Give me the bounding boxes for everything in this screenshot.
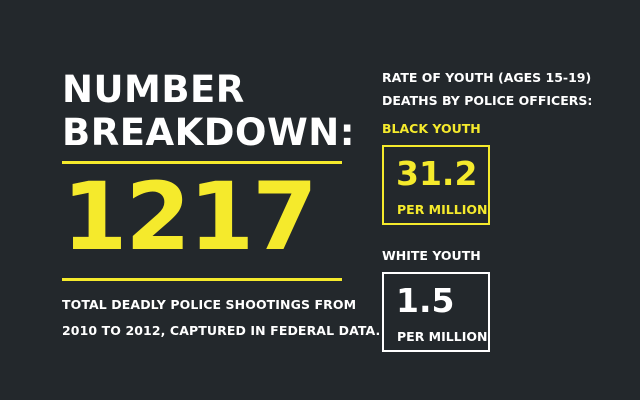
white-youth-rate-unit: PER MILLION xyxy=(397,329,488,344)
white-youth-label: WHITE YOUTH xyxy=(382,248,481,263)
divider-top xyxy=(62,161,342,164)
rate-title: RATE OF YOUTH (AGES 15-19) DEATHS BY POL… xyxy=(382,66,592,112)
total-shootings-number: 1217 xyxy=(62,163,318,272)
rate-title-line-2: DEATHS BY POLICE OFFICERS: xyxy=(382,93,593,108)
white-youth-stat-box: 1.5 PER MILLION xyxy=(382,272,490,352)
caption-line-2: 2010 TO 2012, CAPTURED IN FEDERAL DATA. xyxy=(62,323,381,338)
heading-line-1: NUMBER xyxy=(62,68,245,111)
white-youth-rate-value: 1.5 xyxy=(396,281,455,320)
caption-line-1: TOTAL DEADLY POLICE SHOOTINGS FROM xyxy=(62,297,357,312)
page-title: NUMBER BREAKDOWN: xyxy=(62,68,355,154)
black-youth-rate-unit: PER MILLION xyxy=(397,202,488,217)
black-youth-label: BLACK YOUTH xyxy=(382,121,481,136)
divider-bottom xyxy=(62,278,342,281)
heading-line-2: BREAKDOWN: xyxy=(62,111,356,154)
black-youth-stat-box: 31.2 PER MILLION xyxy=(382,145,490,225)
rate-title-line-1: RATE OF YOUTH (AGES 15-19) xyxy=(382,70,592,85)
black-youth-rate-value: 31.2 xyxy=(396,154,478,193)
total-shootings-caption: TOTAL DEADLY POLICE SHOOTINGS FROM 2010 … xyxy=(62,292,381,344)
